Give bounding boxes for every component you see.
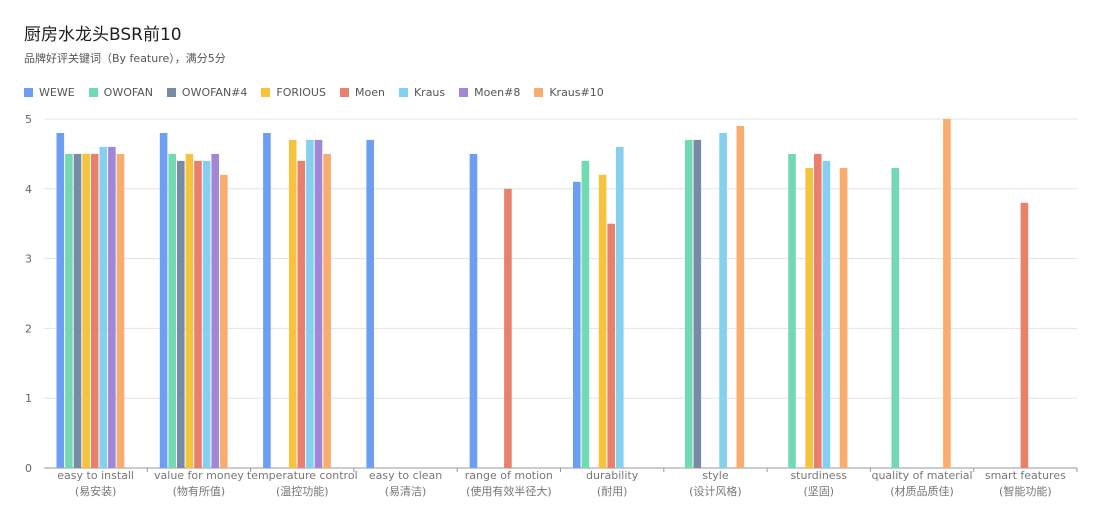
bar xyxy=(177,160,185,468)
x-tick-label: range of motion xyxy=(465,469,553,482)
legend-swatch xyxy=(398,87,408,97)
legend-swatch xyxy=(24,87,33,97)
bar xyxy=(185,153,194,468)
legend-item-5[interactable]: Kraus xyxy=(398,85,446,99)
bar xyxy=(314,139,323,468)
x-tick-label: easy to install xyxy=(57,469,134,482)
legend-label: OWOFAN#4 xyxy=(181,85,248,99)
bar xyxy=(306,139,314,468)
bar xyxy=(297,160,306,468)
legend-item-0[interactable]: WEWE xyxy=(24,86,75,99)
bar xyxy=(168,153,176,468)
legend-label: WEWE xyxy=(39,85,75,99)
legend-item-2[interactable]: OWOFAN#4 xyxy=(166,85,248,99)
bar xyxy=(99,146,108,468)
bar xyxy=(366,139,374,468)
x-tick-label-zh: (智能功能) xyxy=(999,484,1052,498)
legend-item-1[interactable]: OWOFAN xyxy=(88,85,153,99)
bar xyxy=(504,188,512,469)
bar xyxy=(693,139,702,468)
legend-label: Moen#8 xyxy=(474,85,521,99)
bar xyxy=(839,167,848,468)
bar xyxy=(56,133,65,468)
bar xyxy=(194,160,202,468)
bar xyxy=(607,223,615,468)
x-tick-label: value for money xyxy=(154,469,244,482)
bar xyxy=(788,153,796,468)
bar xyxy=(943,119,951,468)
x-tick-label: smart features xyxy=(985,469,1066,482)
bar xyxy=(220,174,228,469)
x-tick-label: style xyxy=(702,469,729,482)
bar xyxy=(736,126,745,468)
bar xyxy=(202,160,211,468)
bar xyxy=(719,133,727,468)
bar xyxy=(814,153,822,468)
legend-swatch xyxy=(261,87,271,97)
x-tick-label-zh: (设计风格) xyxy=(689,484,742,498)
bar xyxy=(581,160,590,468)
bar xyxy=(805,167,813,468)
x-tick-label-zh: (材质品质佳) xyxy=(890,484,954,498)
y-tick-label: 4 xyxy=(25,183,32,196)
bar xyxy=(573,181,581,469)
bar xyxy=(116,153,125,468)
bar xyxy=(684,139,693,468)
bar xyxy=(598,174,607,469)
x-tick-label: quality of material xyxy=(871,469,972,482)
legend-swatch xyxy=(88,87,98,97)
x-tick-label-zh: (物有所值) xyxy=(173,484,226,498)
bar xyxy=(263,133,271,468)
legend-swatch xyxy=(534,87,544,97)
bar xyxy=(469,153,478,468)
x-tick-label: sturdiness xyxy=(790,469,847,482)
bar xyxy=(288,139,297,468)
legend-label: OWOFAN xyxy=(103,85,153,99)
bar xyxy=(616,146,624,468)
bar xyxy=(159,133,168,468)
y-tick-label: 0 xyxy=(25,462,32,475)
bar xyxy=(73,153,82,468)
x-tick-label-zh: (易清洁) xyxy=(385,485,427,498)
x-tick-label: temperature control xyxy=(247,469,358,482)
x-tick-label-zh: (坚固) xyxy=(803,485,834,498)
x-tick-label: durability xyxy=(586,469,639,482)
bar xyxy=(822,160,831,468)
bar xyxy=(90,153,99,468)
legend-item-4[interactable]: Moen xyxy=(339,85,385,99)
bar xyxy=(82,153,90,468)
y-tick-label: 2 xyxy=(25,322,32,335)
x-tick-label: easy to clean xyxy=(369,469,442,482)
legend-item-7[interactable]: Kraus#10 xyxy=(534,85,604,99)
legend-label: Kraus#10 xyxy=(549,85,604,99)
bar xyxy=(1020,202,1029,469)
bar xyxy=(211,153,219,468)
legend: WEWE OWOFAN OWOFAN#4 FORIOUS Moen Kraus Moen#8… xyxy=(24,84,618,100)
legend-item-3[interactable]: FORIOUS xyxy=(261,86,326,99)
chart-subtitle: 品牌好评关键词（By feature），满分5分 xyxy=(24,52,226,65)
legend-swatch xyxy=(166,87,176,97)
chart-title: 厨房水龙头BSR前10 xyxy=(24,25,182,45)
legend-item-6[interactable]: Moen#8 xyxy=(459,86,520,99)
bar xyxy=(891,167,900,468)
legend-swatch xyxy=(339,87,349,97)
x-tick-label-zh: (易安装) xyxy=(75,484,117,498)
x-tick-label-zh: (耐用) xyxy=(597,485,628,498)
legend-swatch xyxy=(459,87,469,97)
legend-label: FORIOUS xyxy=(276,85,326,99)
legend-label: Moen xyxy=(354,85,385,99)
y-tick-label: 3 xyxy=(25,253,32,266)
x-tick-label-zh: (使用有效半径大) xyxy=(466,484,552,498)
bar xyxy=(65,153,73,468)
legend-label: Kraus xyxy=(413,85,446,99)
x-tick-label-zh: (温控功能) xyxy=(276,484,329,498)
bar xyxy=(108,146,116,468)
y-tick-label: 1 xyxy=(25,392,32,405)
bar xyxy=(323,153,331,468)
y-tick-label: 5 xyxy=(25,113,32,126)
